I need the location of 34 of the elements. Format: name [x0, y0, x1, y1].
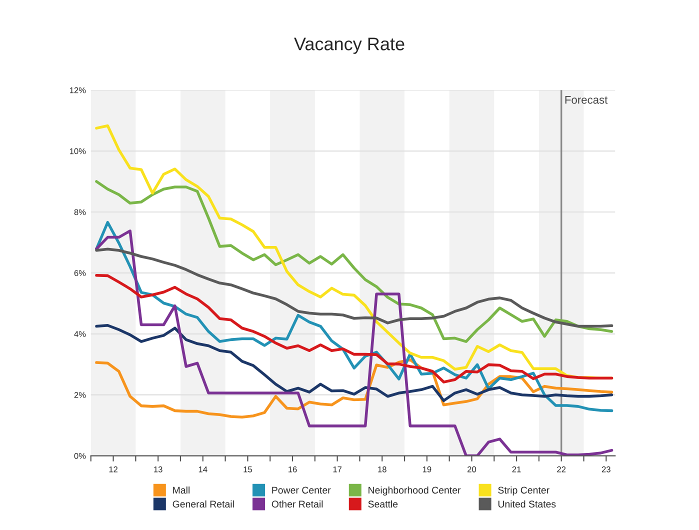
chart-title: Vacancy Rate [294, 38, 404, 54]
x-tick-label: 17 [333, 466, 342, 472]
legend-label: Seattle [368, 500, 398, 508]
legend-label: Other Retail [272, 500, 323, 508]
x-tick-label: 22 [557, 466, 566, 472]
x-tick-label: 16 [288, 466, 297, 472]
x-tick-label: 18 [378, 466, 386, 472]
legend-label: Neighborhood Center [368, 486, 461, 496]
x-tick-label: 15 [244, 466, 252, 472]
legend-label: Strip Center [498, 486, 550, 496]
y-tick-label: 8% [74, 209, 86, 216]
legend-label: General Retail [172, 500, 234, 508]
x-tick-label: 20 [468, 466, 476, 472]
x-tick-label: 12 [109, 466, 118, 472]
y-tick-label: 0% [74, 453, 86, 459]
line-series [95, 180, 614, 343]
y-tick-label: 12% [70, 87, 86, 94]
line-series [95, 230, 614, 456]
y-tick-label: 6% [74, 270, 86, 276]
line-series [95, 324, 614, 402]
x-tick-label: 13 [154, 466, 162, 472]
x-tick-label: 23 [602, 466, 610, 472]
y-tick-label: 2% [74, 392, 86, 398]
legend-label: Power Center [272, 486, 331, 494]
legend-label: United States [498, 500, 556, 508]
x-tick-label: 21 [512, 466, 521, 472]
line-series [95, 274, 614, 384]
line-series [95, 248, 614, 328]
x-tick-label: 14 [198, 466, 208, 472]
y-tick-label: 10% [70, 148, 86, 154]
ref-line-label: Forecast [565, 96, 608, 104]
legend-label: Mall [173, 486, 190, 494]
x-tick-label: 19 [422, 466, 432, 472]
y-tick-label: 4% [74, 331, 86, 337]
